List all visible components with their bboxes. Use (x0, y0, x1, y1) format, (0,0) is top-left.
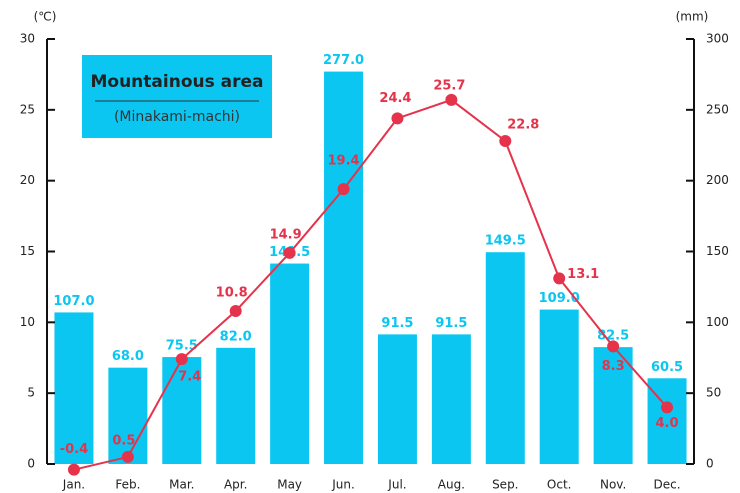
y2-tick-label: 100 (706, 315, 729, 329)
y-tick-label: 10 (20, 315, 35, 329)
title-box (82, 55, 272, 138)
line-point (661, 401, 674, 414)
y2-tick-label: 300 (706, 32, 729, 46)
bar-value-label: 75.5 (166, 339, 198, 354)
bar (216, 347, 256, 464)
y-tick-label: 5 (27, 386, 35, 400)
line-point (67, 463, 80, 476)
bar-value-label: 82.0 (220, 329, 252, 344)
y2-tick-label: 200 (706, 173, 729, 187)
y2-axis-label: (mm) (676, 10, 709, 24)
y2-tick-label: 250 (706, 102, 729, 116)
bar (431, 334, 471, 464)
line-value-label: 24.4 (379, 91, 411, 106)
line-point (607, 340, 620, 353)
bar (270, 263, 310, 464)
bar (54, 312, 94, 464)
bar-value-label: 277.0 (323, 53, 364, 68)
x-tick-label: Sep. (492, 478, 518, 492)
bar (377, 334, 417, 464)
line-value-label: 4.0 (656, 416, 679, 431)
y-tick-label: 30 (20, 32, 35, 46)
line-value-label: 8.3 (602, 359, 625, 374)
bar-value-label: 91.5 (381, 316, 413, 331)
line-value-label: 7.4 (178, 370, 201, 385)
bar-value-label: 109.0 (539, 291, 580, 306)
line-point (283, 246, 296, 259)
bar-value-label: 82.5 (597, 329, 629, 344)
y2-tick-label: 50 (706, 386, 721, 400)
line-point (175, 353, 188, 366)
x-tick-label: Dec. (654, 478, 681, 492)
line-value-label: 13.1 (567, 267, 599, 282)
x-tick-label: Feb. (115, 478, 140, 492)
line-point (229, 305, 242, 317)
y-tick-label: 0 (27, 457, 35, 471)
line (73, 98, 668, 471)
line-value-label: 19.4 (328, 154, 360, 169)
bar (324, 71, 364, 464)
x-tick-label: Apr. (224, 478, 247, 492)
x-tick-label: Mar. (169, 478, 194, 492)
x-tick-label: Jun. (331, 478, 355, 492)
bar (593, 347, 633, 464)
line-value-label: 14.9 (270, 227, 302, 242)
bar-value-label: 91.5 (435, 316, 467, 331)
x-tick-label: Aug. (438, 478, 465, 492)
chart-title: Mountainous area (90, 72, 263, 92)
bar-value-label: 149.5 (485, 234, 526, 249)
y-tick-label: 20 (20, 173, 35, 187)
x-tick-label: May (277, 478, 302, 492)
line-value-label: 25.7 (433, 78, 465, 93)
x-tick-label: Nov. (600, 478, 626, 492)
line-point (121, 450, 134, 463)
x-tick-label: Jan. (62, 478, 85, 492)
line-value-label: 22.8 (507, 118, 539, 133)
line-point (337, 183, 350, 196)
bar-value-label: 60.5 (651, 360, 683, 375)
bar (539, 309, 579, 464)
line-value-label: 0.5 (112, 433, 135, 448)
line-point (499, 135, 512, 147)
line-value-label: -0.4 (60, 442, 88, 457)
chart-subtitle: (Minakami-machi) (114, 109, 240, 125)
line-point (445, 93, 458, 106)
bar-value-label: 68.0 (112, 349, 144, 364)
x-tick-label: Oct. (547, 478, 572, 492)
y2-tick-label: 150 (706, 244, 729, 258)
bar (485, 252, 525, 464)
x-tick-label: Jul. (387, 478, 406, 492)
y-tick-label: 25 (20, 102, 35, 116)
line-point (391, 112, 404, 125)
bar (108, 367, 148, 464)
line-value-label: 10.8 (216, 286, 248, 301)
bar (162, 357, 202, 464)
y2-tick-label: 0 (706, 457, 714, 471)
y-tick-label: 15 (20, 244, 35, 258)
bar-value-label: 107.0 (53, 294, 94, 309)
y-axis-label: (℃) (34, 10, 57, 24)
line-point (553, 272, 566, 285)
